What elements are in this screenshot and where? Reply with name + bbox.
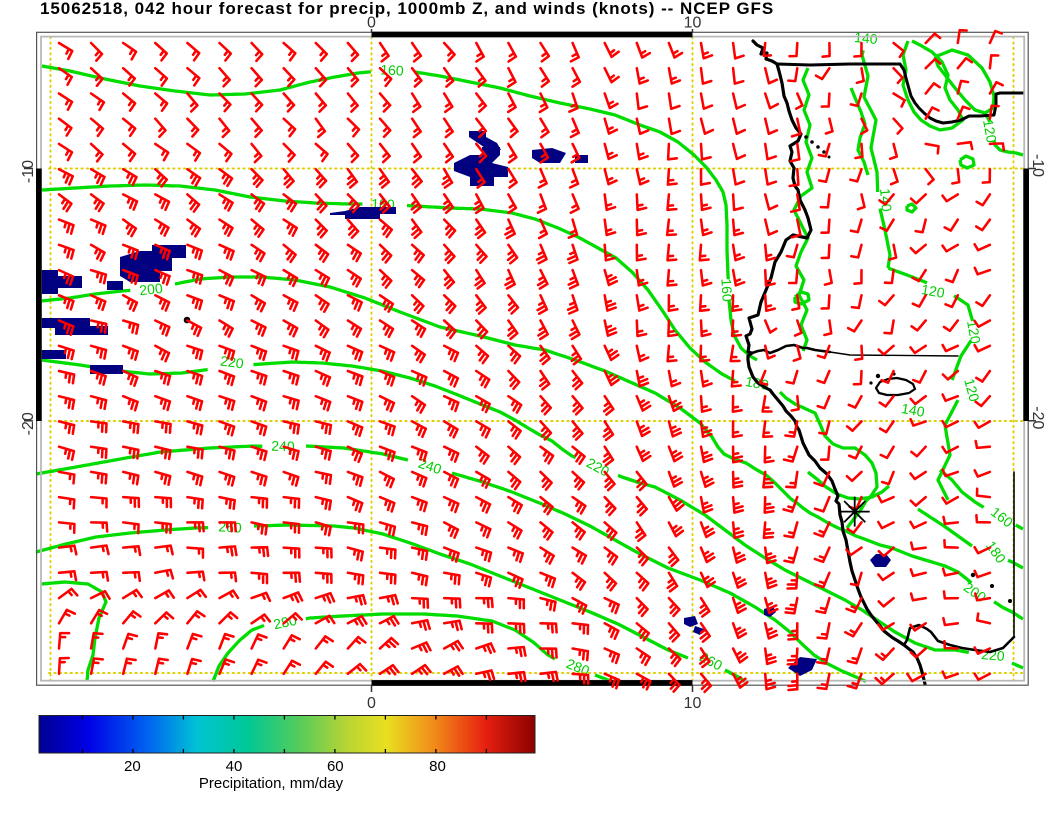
svg-text:Precipitation, mm/day: Precipitation, mm/day [199,775,344,792]
svg-text:140: 140 [854,29,879,47]
svg-text:200: 200 [139,280,164,298]
svg-text:0: 0 [367,15,376,32]
svg-text:10: 10 [684,695,702,712]
svg-text:120: 120 [961,377,983,404]
svg-text:40: 40 [226,758,243,775]
svg-text:20: 20 [124,758,141,775]
svg-text:80: 80 [429,758,446,775]
svg-text:120: 120 [980,118,1000,144]
svg-text:160: 160 [718,278,735,302]
svg-text:0: 0 [367,695,376,712]
svg-text:220: 220 [219,352,245,371]
svg-text:-10: -10 [20,160,37,183]
svg-text:-20: -20 [1029,406,1046,429]
svg-text:-10: -10 [1029,154,1046,177]
svg-text:-20: -20 [20,412,37,435]
svg-text:10: 10 [684,15,702,32]
svg-text:60: 60 [327,758,344,775]
svg-text:140: 140 [877,188,895,213]
svg-text:15062518, 042 hour forecast fo: 15062518, 042 hour forecast for precip, … [40,0,774,18]
svg-text:140: 140 [900,400,926,420]
